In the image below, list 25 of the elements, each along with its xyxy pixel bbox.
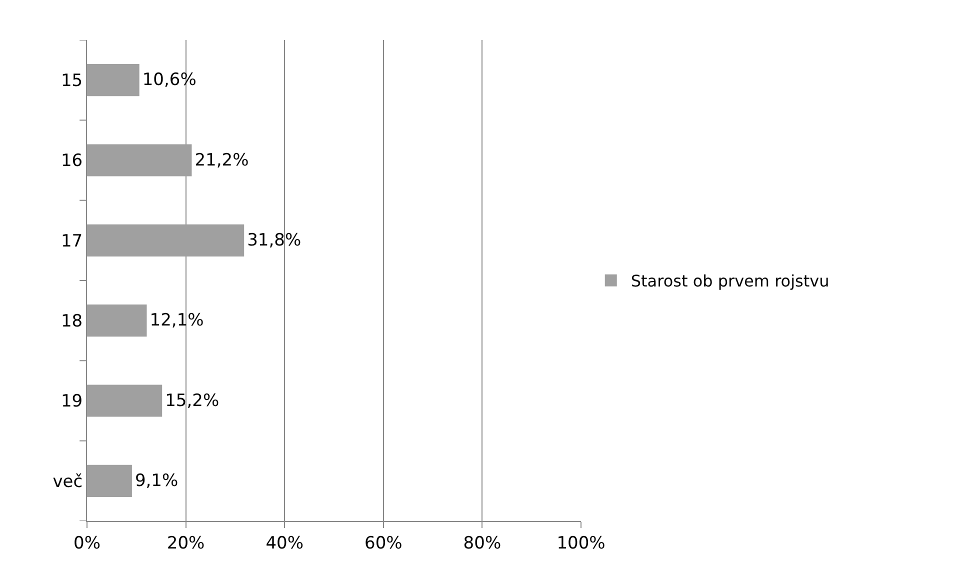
y-tick-label: 17 [60,231,83,252]
y-tick-label: 15 [60,71,83,92]
bar [87,144,192,176]
bar [87,304,147,337]
legend-label: Starost ob prvem rojstvu [630,272,830,291]
x-tick-label: 0% [74,533,100,554]
y-tick-label: 16 [60,151,83,172]
y-tick-label: 18 [60,312,83,332]
bar [87,64,140,96]
bar [87,224,244,256]
x-tick-label: 100% [556,533,606,554]
x-tick-label: 40% [266,533,304,554]
data-label: 10,6% [142,70,196,90]
x-tick-label: 60% [364,533,402,554]
data-label: 21,2% [194,150,249,170]
x-tick-label: 20% [166,533,205,554]
bar [87,384,162,417]
data-label: 15,2% [165,390,220,411]
x-tick-label: 80% [463,533,502,554]
y-tick-label: 19 [60,392,83,412]
data-label: 31,8% [247,230,302,250]
data-label: 9,1% [134,470,178,491]
data-label: 12,1% [150,310,204,331]
bar [87,464,132,497]
y-tick-label: več [52,472,83,492]
